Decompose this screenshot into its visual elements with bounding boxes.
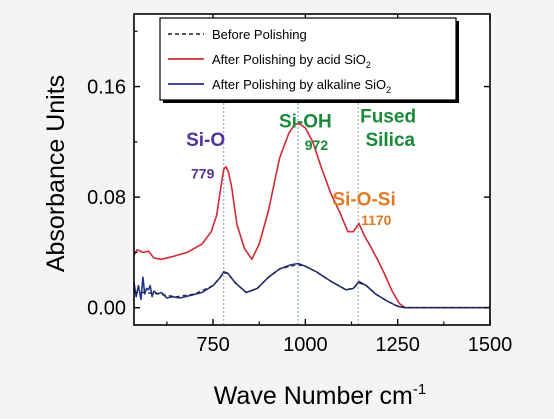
legend-box	[159, 17, 457, 101]
peak-annotation: Silica	[365, 130, 415, 151]
peak-annotation: 1170	[361, 212, 392, 228]
x-tick-label: 1000	[283, 334, 328, 356]
y-tick-label: 0.08	[87, 187, 126, 209]
x-axis-title: Wave Number cm-1	[214, 381, 426, 410]
legend-label-subscript: 2	[366, 60, 371, 70]
plot-area: 750 1000 1250 1500 0.00 0.08 0.16 Wave Number c…	[42, 13, 513, 410]
peak-annotation: 972	[305, 137, 329, 153]
x-tick-label: 750	[196, 334, 229, 356]
peak-annotation: 779	[191, 165, 215, 181]
peak-annotation: Fused	[360, 107, 416, 128]
plot-frame	[133, 13, 491, 326]
peak-annotation: Si-O-Si	[332, 189, 395, 210]
legend-label-subscript: 2	[386, 85, 391, 95]
y-axis-title: Absorbance Units	[42, 75, 70, 272]
peak-annotation: Si-O	[186, 130, 225, 151]
y-tick-label: 0.16	[87, 77, 126, 99]
x-axis-title-superscript: -1	[413, 381, 426, 398]
series-line	[133, 123, 490, 309]
x-tick-label: 1250	[375, 334, 420, 356]
peak-annotation: Si-OH	[279, 111, 332, 132]
legend-label: After Polishing by alkaline SiO2	[212, 77, 391, 95]
series-line	[134, 264, 490, 309]
x-tick-label: 1500	[468, 334, 513, 356]
legend-label: After Polishing by acid SiO2	[212, 52, 371, 70]
y-tick-label: 0.00	[87, 298, 126, 320]
legend-label: Before Polishing	[212, 27, 307, 42]
